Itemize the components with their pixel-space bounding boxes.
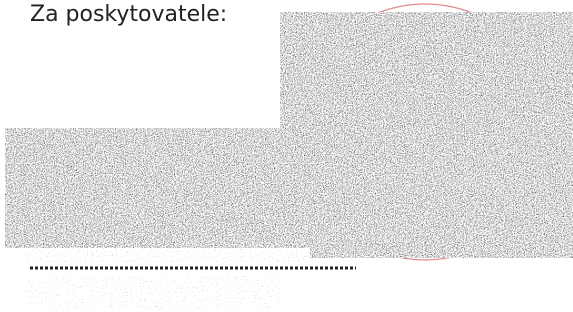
redacted-stamp <box>280 12 573 258</box>
signature-label: Za poskytovatele: <box>30 2 227 27</box>
redacted-strip <box>20 248 310 262</box>
page: {"signature_block": {"label": "Za poskyt… <box>0 0 573 312</box>
redacted-signature-area <box>0 0 573 312</box>
redacted-name <box>25 276 280 310</box>
redacted-signature <box>5 128 285 248</box>
